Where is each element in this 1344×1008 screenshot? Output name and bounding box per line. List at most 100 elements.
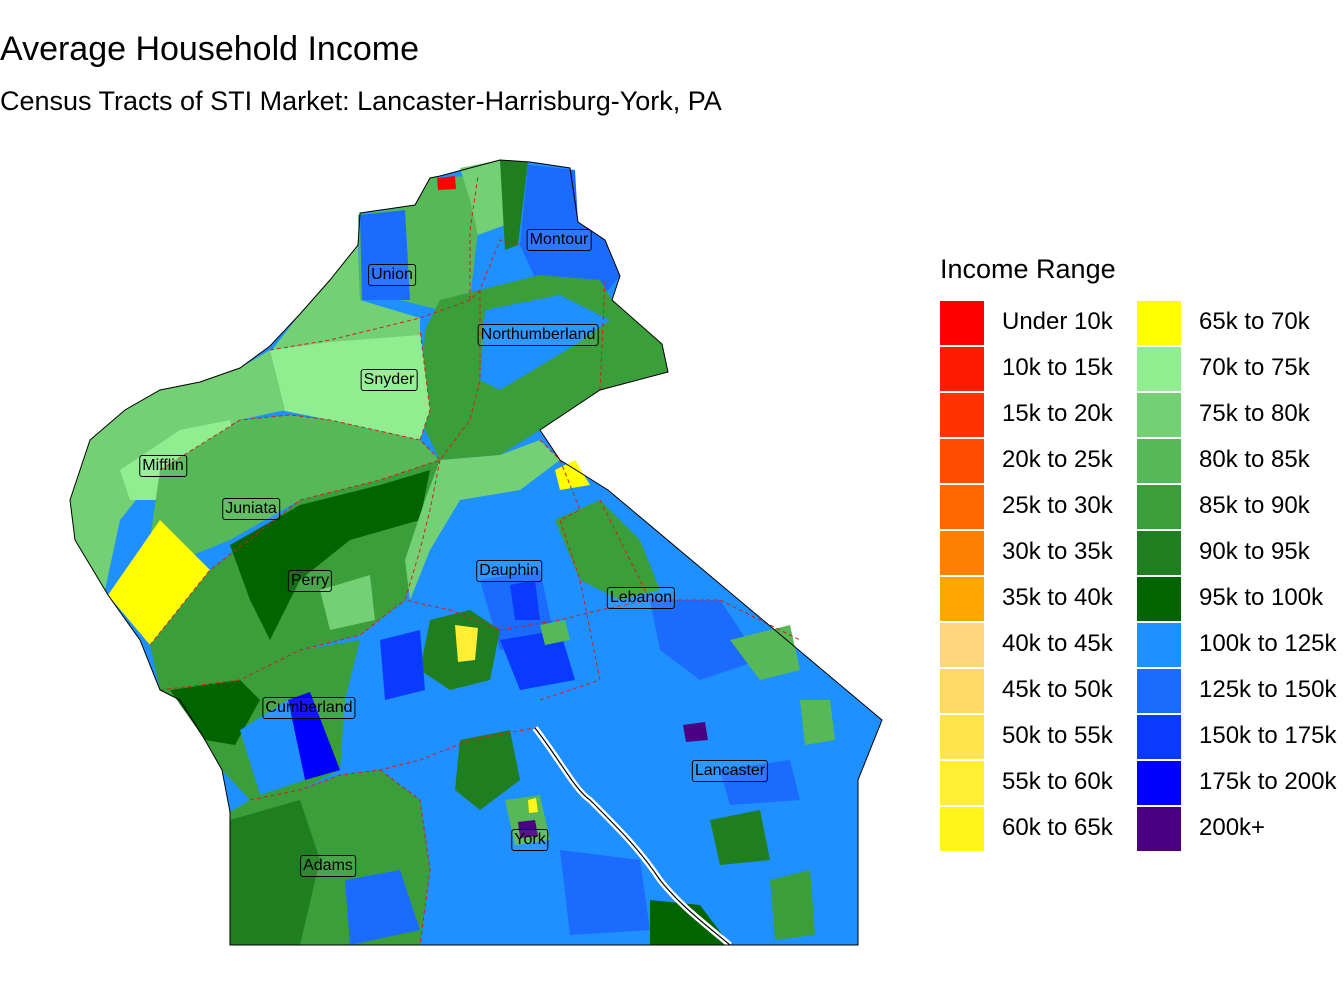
legend-item: 200k+ bbox=[1137, 806, 1344, 852]
legend-item: Under 10k bbox=[940, 300, 1150, 346]
legend-label: 85k to 90k bbox=[1199, 492, 1310, 519]
legend-swatch bbox=[1137, 531, 1181, 575]
legend-item: 25k to 30k bbox=[940, 484, 1150, 530]
tract-dauphin-blue-b bbox=[510, 580, 540, 620]
tract-lancaster-green-b bbox=[770, 870, 815, 940]
tract-york-dark-b bbox=[650, 900, 730, 945]
tract-lancaster-green bbox=[710, 810, 770, 865]
legend-item: 175k to 200k bbox=[1137, 760, 1344, 806]
legend-item: 45k to 50k bbox=[940, 668, 1150, 714]
tract-lebanon-green-b bbox=[730, 625, 800, 680]
legend-label: 30k to 35k bbox=[1002, 538, 1113, 565]
legend-label: 10k to 15k bbox=[1002, 354, 1113, 381]
legend-item: 60k to 65k bbox=[940, 806, 1150, 852]
tract-dauphin-north bbox=[405, 440, 560, 600]
tract-snyder bbox=[270, 330, 430, 440]
county-label-york: York bbox=[511, 829, 549, 851]
legend-label: 50k to 55k bbox=[1002, 722, 1113, 749]
legend-swatch bbox=[940, 623, 984, 667]
legend-column-1: Under 10k 10k to 15k 15k to 20k 20k to 25k 2… bbox=[940, 300, 1150, 852]
legend-label: 70k to 75k bbox=[1199, 354, 1310, 381]
map-subtitle: Census Tracts of STI Market: Lancaster-H… bbox=[0, 86, 722, 116]
legend-swatch bbox=[1137, 807, 1181, 851]
legend-swatch bbox=[940, 577, 984, 621]
legend-item: 70k to 75k bbox=[1137, 346, 1344, 392]
legend-swatch bbox=[1137, 393, 1181, 437]
tract-perry-dark bbox=[230, 470, 430, 640]
legend-label: 60k to 65k bbox=[1002, 814, 1113, 841]
tract-lancaster-blue bbox=[720, 760, 800, 805]
county-label-lancaster: Lancaster bbox=[691, 760, 769, 782]
legend-swatch bbox=[1137, 439, 1181, 483]
tract-adams-blue bbox=[345, 870, 420, 945]
tract-york-yellow bbox=[528, 798, 538, 813]
tract-union-blue bbox=[360, 210, 410, 300]
legend-item: 50k to 55k bbox=[940, 714, 1150, 760]
tract-lebanon-blue bbox=[650, 600, 760, 680]
county-label-lebanon: Lebanon bbox=[606, 587, 676, 609]
legend-label: 75k to 80k bbox=[1199, 400, 1310, 427]
legend-swatch bbox=[1137, 485, 1181, 529]
tract-perry-light bbox=[320, 575, 375, 630]
legend-swatch bbox=[940, 393, 984, 437]
legend-item: 55k to 60k bbox=[940, 760, 1150, 806]
legend-label: 25k to 30k bbox=[1002, 492, 1113, 519]
tract-lancaster-green-c bbox=[800, 700, 835, 745]
legend-label: 45k to 50k bbox=[1002, 676, 1113, 703]
map-title: Average Household Income bbox=[0, 30, 419, 68]
legend-label: 175k to 200k bbox=[1199, 768, 1337, 795]
legend-item: 40k to 45k bbox=[940, 622, 1150, 668]
county-label-cumberland: Cumberland bbox=[262, 697, 356, 719]
choropleth-map: Montour Union Northumberland Snyder Miff… bbox=[0, 140, 920, 970]
legend-swatch bbox=[940, 807, 984, 851]
legend-item: 75k to 80k bbox=[1137, 392, 1344, 438]
legend-swatch bbox=[1137, 761, 1181, 805]
tract-york-south bbox=[560, 850, 650, 935]
county-label-perry: Perry bbox=[287, 570, 333, 592]
county-label-juniata: Juniata bbox=[222, 498, 280, 520]
river-edge bbox=[534, 727, 731, 946]
tract-under-10k bbox=[437, 176, 456, 190]
legend-item: 65k to 70k bbox=[1137, 300, 1344, 346]
legend-swatch bbox=[940, 531, 984, 575]
legend-item: 85k to 90k bbox=[1137, 484, 1344, 530]
tract-cumberland-dark bbox=[170, 680, 260, 745]
county-label-northumberland: Northumberland bbox=[477, 324, 599, 346]
tract-lebanon-green bbox=[555, 500, 660, 600]
county-label-adams: Adams bbox=[300, 855, 356, 877]
legend-item: 35k to 40k bbox=[940, 576, 1150, 622]
tract-north-green bbox=[460, 160, 505, 235]
legend-item: 150k to 175k bbox=[1137, 714, 1344, 760]
legend-label: 65k to 70k bbox=[1199, 308, 1310, 335]
legend-label: 200k+ bbox=[1199, 814, 1266, 841]
legend-label: 95k to 100k bbox=[1199, 584, 1324, 611]
tract-dauphin-yellow bbox=[555, 460, 590, 490]
tract-juniata bbox=[150, 415, 440, 560]
legend-item: 125k to 150k bbox=[1137, 668, 1344, 714]
legend-swatch bbox=[940, 485, 984, 529]
legend-item: 80k to 85k bbox=[1137, 438, 1344, 484]
legend-swatch bbox=[940, 669, 984, 713]
tract-harrisburg-blue bbox=[380, 630, 425, 700]
legend-swatch bbox=[940, 439, 984, 483]
legend-label: 40k to 45k bbox=[1002, 630, 1113, 657]
legend-label: 35k to 40k bbox=[1002, 584, 1113, 611]
tract-york-core bbox=[505, 795, 550, 845]
legend-label: 20k to 25k bbox=[1002, 446, 1113, 473]
market-outline bbox=[69, 159, 883, 946]
county-label-montour: Montour bbox=[526, 229, 592, 251]
legend-swatch bbox=[1137, 301, 1181, 345]
legend-swatch bbox=[1137, 347, 1181, 391]
legend-item: 15k to 20k bbox=[940, 392, 1150, 438]
legend-swatch bbox=[1137, 669, 1181, 713]
tract-lancaster-purple bbox=[683, 722, 708, 742]
legend-swatch bbox=[940, 301, 984, 345]
county-label-snyder: Snyder bbox=[360, 369, 418, 391]
tract-adams-dark bbox=[230, 800, 320, 945]
legend-label: 125k to 150k bbox=[1199, 676, 1337, 703]
tract-dauphin-green-c bbox=[540, 620, 570, 645]
legend-label: 100k to 125k bbox=[1199, 630, 1337, 657]
tract-montour bbox=[520, 165, 620, 300]
legend-label: 90k to 95k bbox=[1199, 538, 1310, 565]
